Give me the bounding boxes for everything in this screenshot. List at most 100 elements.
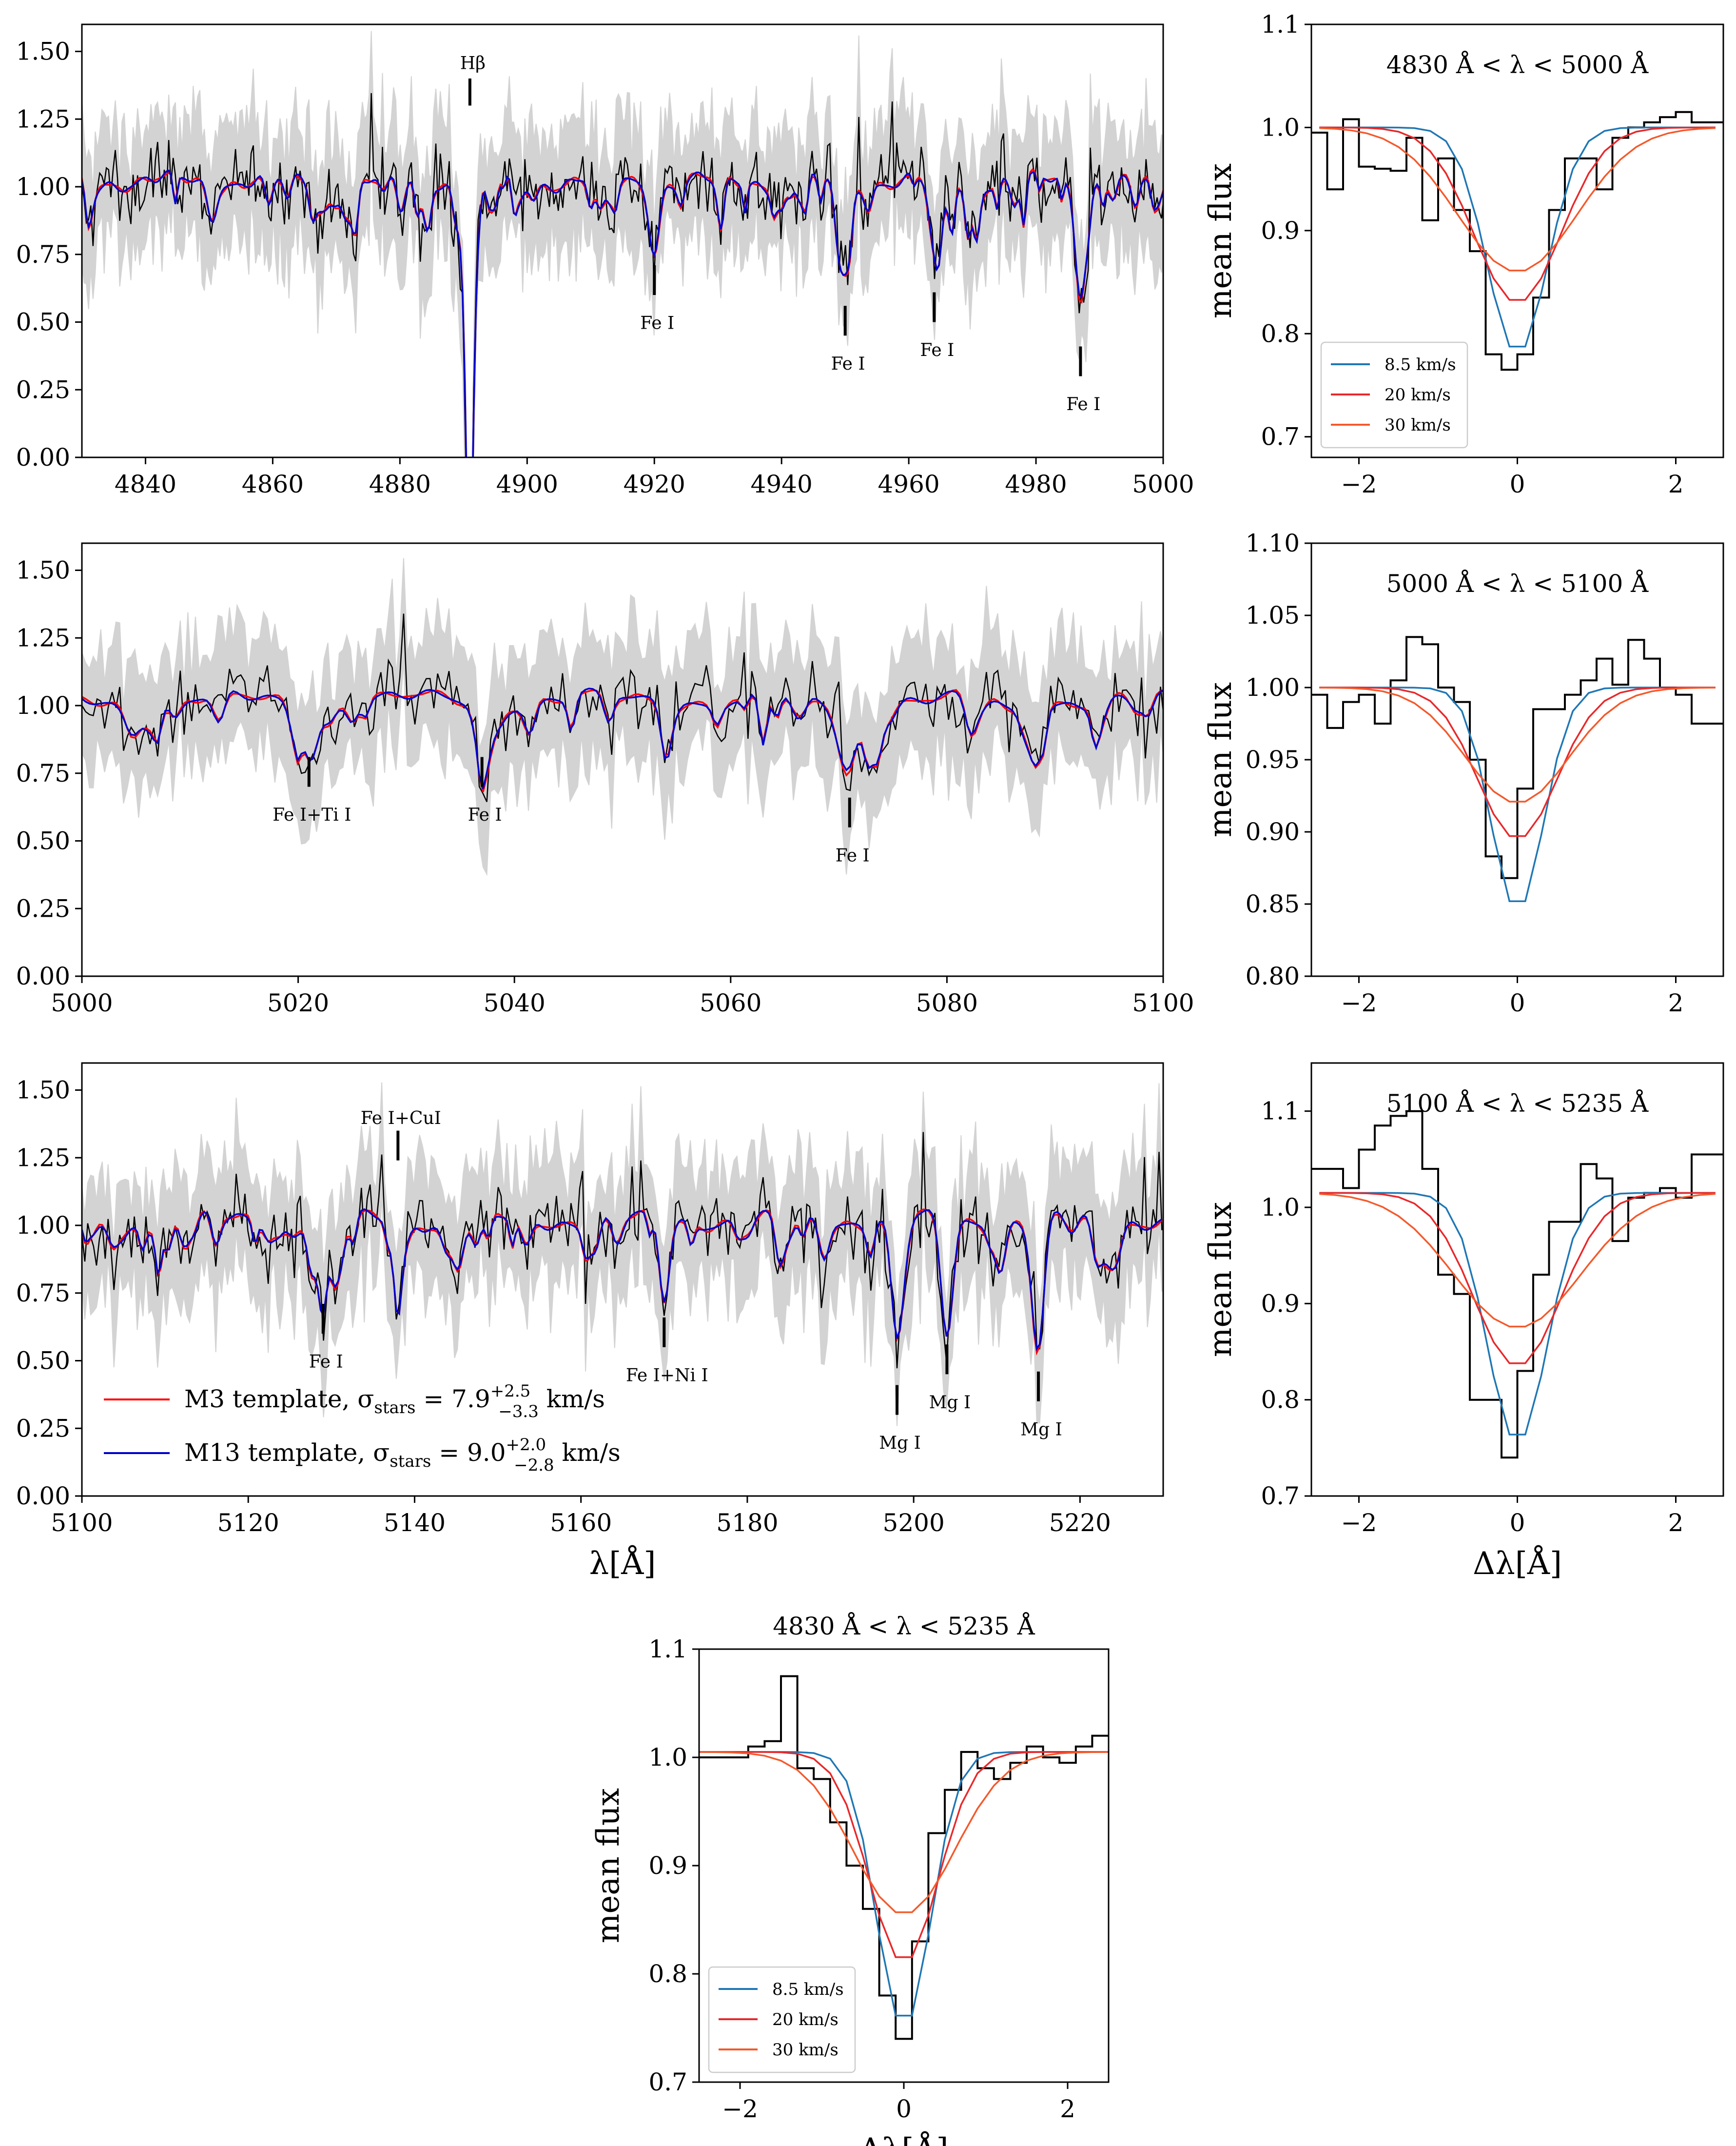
plot-area [1311, 636, 1723, 902]
x-tick-label: 0 [1510, 1509, 1525, 1537]
spectrum-panel-4830-5000: 4840 4860 4880 4900 4920 4940 4960 4980 5000 0.00… [16, 23, 1194, 498]
legend-sub: stars [390, 1452, 431, 1471]
spectrum-panel-5100-5230: 5100 5120 5140 5160 5180 5200 5220 0.00 0.25 0.50… [16, 1062, 1164, 1582]
x-tick-label: −2 [1341, 470, 1377, 498]
y-tick-label: 0.75 [16, 1279, 70, 1307]
model-profile-line [1319, 1192, 1716, 1436]
legend-sub: stars [374, 1398, 415, 1418]
y-tick-label: 0.80 [1246, 962, 1300, 990]
x-tick-label: 5060 [700, 989, 761, 1017]
panel-title: 5100 Å < λ < 5235 Å [1386, 1089, 1649, 1118]
panel-title: 4830 Å < λ < 5235 Å [773, 1612, 1035, 1640]
legend-val: = 7.9 [416, 1385, 490, 1413]
x-axis-label: Δλ[Å] [1473, 1545, 1562, 1582]
y-tick-label: 0.85 [1246, 890, 1300, 918]
axes-frame [81, 542, 1164, 977]
y-tick-label: 1.00 [1246, 673, 1300, 702]
x-tick-label: −2 [1341, 989, 1377, 1017]
x-tick-label: 5160 [550, 1509, 612, 1537]
axes-frame [81, 1062, 1164, 1497]
x-tick-label: 2 [1060, 2095, 1075, 2123]
y-tick-label: 0.00 [16, 1482, 70, 1510]
axes-frame [1310, 542, 1724, 977]
y-axis-label: mean flux [1203, 1202, 1239, 1357]
x-tick-label: 2 [1668, 989, 1684, 1017]
line-label: Hβ [460, 54, 486, 74]
profile-panel-5000-5100: −2 0 2 0.80 0.85 0.90 0.95 1.00 1.05 1.10 5000 Å <… [1203, 529, 1724, 1017]
y-tick-label: 0.8 [1261, 1386, 1300, 1414]
y-tick-label: 0.00 [16, 962, 70, 990]
legend-val: = 9.0 [431, 1438, 506, 1467]
legend-entry: 8.5 km/s [1385, 355, 1456, 374]
observed-mean-flux-steps [1311, 636, 1723, 879]
legend-sup: +2.5 [490, 1381, 531, 1401]
x-tick-label: 2 [1668, 470, 1684, 498]
x-axis-label: Δλ[Å] [859, 2131, 949, 2146]
x-tick-label: 4900 [496, 470, 558, 498]
legend-unit: km/s [539, 1385, 605, 1413]
y-tick-label: 0.75 [16, 240, 70, 269]
y-tick-label: 1.25 [16, 105, 70, 133]
line-label: Fe I [920, 340, 954, 360]
model-profile-line [1319, 126, 1716, 348]
plot-area [82, 558, 1163, 876]
error-band [82, 558, 1163, 876]
y-tick-label: 1.1 [1261, 1097, 1300, 1125]
legend-box [1320, 341, 1468, 449]
x-tick-label: 4860 [242, 470, 304, 498]
axes-frame [1310, 1062, 1724, 1497]
legend-main: M3 template, σ [184, 1385, 374, 1413]
y-tick-label: 0.50 [16, 308, 70, 336]
plot-area [1311, 1110, 1723, 1459]
legend-entry: 30 km/s [772, 2040, 839, 2060]
y-tick-label: 0.50 [16, 827, 70, 855]
line-label: Fe I [836, 846, 870, 866]
y-tick-label: 0.90 [1246, 818, 1300, 846]
y-tick-label: 1.00 [16, 173, 70, 201]
y-tick-label: 0.9 [648, 1851, 687, 1880]
x-tick-label: 4920 [624, 470, 685, 498]
legend-entry: 20 km/s [772, 2010, 839, 2029]
model-profile-line [1319, 1193, 1716, 1328]
x-tick-label: 5000 [51, 989, 113, 1017]
m13-template-line [82, 688, 1163, 789]
legend-sup: +2.0 [506, 1435, 546, 1455]
model-profile-line [1319, 687, 1716, 837]
line-label: Mg I [879, 1433, 921, 1453]
x-tick-label: 4940 [751, 470, 813, 498]
x-tick-label: 5100 [51, 1509, 113, 1537]
x-tick-label: 5040 [484, 989, 546, 1017]
y-tick-label: 0.9 [1261, 217, 1300, 245]
x-tick-label: 5100 [1132, 989, 1194, 1017]
plot-area [1311, 111, 1723, 371]
y-tick-label: 1.1 [1261, 10, 1300, 39]
y-tick-label: 0.7 [1261, 1482, 1300, 1510]
y-axis-label: mean flux [1203, 163, 1239, 318]
line-label: Fe I [309, 1352, 343, 1372]
line-label: Fe I [468, 805, 502, 825]
y-tick-label: 0.7 [1261, 423, 1300, 451]
plot-area [82, 1082, 1163, 1426]
line-label: Fe I+Ni I [626, 1365, 708, 1385]
y-tick-label: 1.00 [16, 691, 70, 720]
x-tick-label: 4980 [1005, 470, 1067, 498]
y-tick-label: 0.25 [16, 375, 70, 404]
line-label: Fe I+Ti I [273, 805, 351, 825]
y-tick-label: 1.10 [1246, 529, 1300, 557]
x-tick-label: 4840 [115, 470, 176, 498]
y-tick-label: 0.8 [648, 1960, 687, 1988]
spectrum-panel-5000-5100: 5000 5020 5040 5060 5080 5100 0.00 0.25 0.50 0.75… [16, 542, 1194, 1017]
x-tick-label: 5220 [1049, 1509, 1111, 1537]
legend-inf: −2.8 [514, 1456, 554, 1475]
observed-mean-flux-steps [699, 1675, 1109, 2040]
x-tick-label: 2 [1668, 1509, 1684, 1537]
model-profile-line [1319, 126, 1716, 301]
model-profile-line [1319, 1192, 1716, 1364]
profile-panel-4830-5235: −2 0 2 0.7 0.8 0.9 1.0 1.1 4830 Å < λ < 5235 Å me… [590, 1612, 1110, 2146]
axes-frame [81, 23, 1164, 458]
m13-template-line [82, 1208, 1163, 1351]
error-band [82, 1082, 1163, 1426]
y-tick-label: 1.25 [16, 1143, 70, 1172]
observed-mean-flux-steps [1311, 111, 1723, 371]
observed-spectrum-line [82, 1132, 1163, 1369]
